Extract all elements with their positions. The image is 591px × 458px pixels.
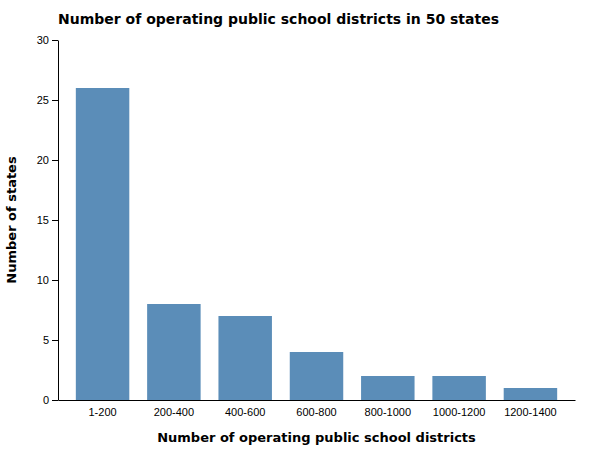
x-tick: 1000-1200 — [433, 406, 486, 418]
y-tick-label: 0 — [43, 394, 49, 406]
y-tick: 0 — [43, 394, 58, 406]
plot: 0 5 10 15 20 25 30 1-200 200-400 400-600 600-800 80… — [37, 34, 576, 418]
x-axis: 1-200 200-400 400-600 600-800 800-1000 1000-1… — [59, 401, 576, 418]
title: Number of operating public school distri… — [58, 11, 499, 27]
y-tick-label: 15 — [37, 214, 49, 226]
y-axis: 0 5 10 15 20 25 30 — [37, 34, 59, 406]
bar — [76, 88, 129, 400]
y-tick: 5 — [43, 334, 58, 346]
x-tick: 1200-1400 — [504, 406, 557, 418]
y-tick-mark — [52, 160, 58, 161]
x-tick: 600-800 — [296, 406, 336, 418]
x-tick-label: 1200-1400 — [504, 406, 557, 418]
bar — [218, 316, 271, 400]
x-tick: 400-600 — [225, 406, 265, 418]
y-tick: 20 — [37, 154, 58, 166]
y-tick: 25 — [37, 94, 58, 106]
y-tick-label: 5 — [43, 334, 49, 346]
bar — [290, 352, 343, 400]
y-tick-mark — [52, 100, 58, 101]
chart: 0 5 10 15 20 25 30 1-200 200-400 400-600 600-800 80… — [0, 0, 591, 458]
bar — [361, 376, 414, 400]
x-tick-label: 600-800 — [296, 406, 336, 418]
y-tick-mark — [52, 280, 58, 281]
bars — [76, 88, 557, 400]
x-axis-title: Number of operating public school distri… — [157, 430, 476, 445]
x-tick-label: 400-600 — [225, 406, 265, 418]
y-axis-title: Number of states — [4, 156, 19, 284]
y-tick-mark — [52, 40, 58, 41]
bar — [147, 304, 200, 400]
y-tick: 30 — [37, 34, 58, 46]
x-tick-label: 1-200 — [88, 406, 116, 418]
y-axis-line — [58, 41, 59, 401]
y-tick-mark — [52, 340, 58, 341]
y-tick: 10 — [37, 274, 58, 286]
x-tick: 200-400 — [154, 406, 194, 418]
y-tick-label: 30 — [37, 34, 49, 46]
x-tick: 800-1000 — [365, 406, 412, 418]
x-tick: 1-200 — [88, 406, 116, 418]
x-tick-label: 200-400 — [154, 406, 194, 418]
bar — [432, 376, 485, 400]
y-tick-mark — [52, 400, 58, 401]
y-tick-label: 25 — [37, 94, 49, 106]
bar — [504, 388, 557, 400]
y-tick: 15 — [37, 214, 58, 226]
x-tick-label: 1000-1200 — [433, 406, 486, 418]
y-tick-label: 20 — [37, 154, 49, 166]
x-axis-line — [59, 400, 576, 401]
y-tick-mark — [52, 220, 58, 221]
x-tick-label: 800-1000 — [365, 406, 412, 418]
y-tick-label: 10 — [37, 274, 49, 286]
